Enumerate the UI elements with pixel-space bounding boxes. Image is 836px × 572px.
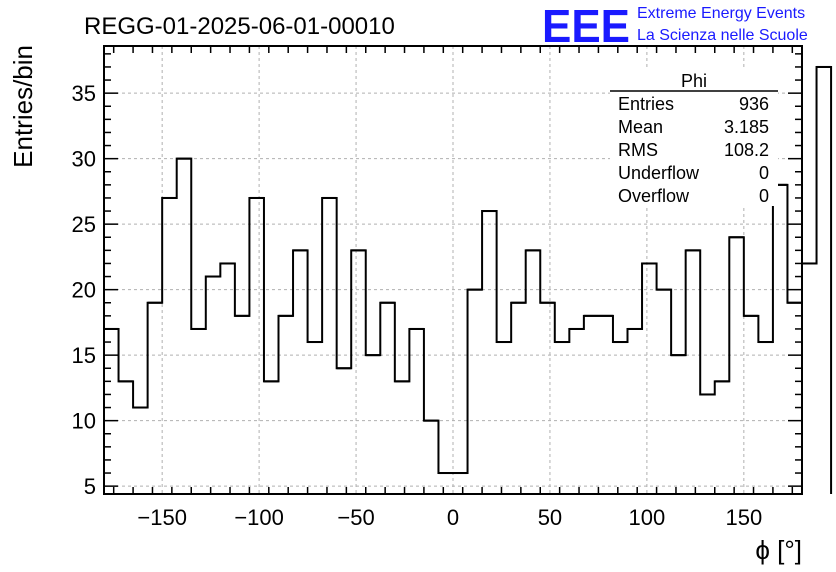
stats-label-overflow: Overflow	[618, 186, 690, 206]
stats-label-underflow: Underflow	[618, 163, 700, 183]
stats-label-rms: RMS	[618, 140, 658, 160]
axis-ticks	[104, 46, 802, 494]
logo-line-1: Extreme Energy Events	[637, 5, 805, 22]
plot-frame	[103, 45, 803, 495]
y-tick-label-2: 15	[72, 343, 96, 368]
eee-logo: EEE Extreme Energy Events La Scienza nel…	[542, 0, 808, 52]
logo-line-2: La Scienza nelle Scuole	[637, 27, 808, 44]
y-tick-label-4: 25	[72, 212, 96, 237]
stats-value-rms: 108.2	[724, 140, 769, 160]
x-tick-label-5: 100	[629, 505, 666, 530]
x-tick-label-3: 0	[447, 505, 459, 530]
y-tick-label-6: 35	[72, 81, 96, 106]
stats-value-mean: 3.185	[724, 117, 769, 137]
stats-title: Phi	[681, 71, 707, 91]
x-tick-label-2: −50	[337, 505, 374, 530]
x-tick-label-4: 50	[538, 505, 562, 530]
x-tick-label-0: −150	[137, 505, 187, 530]
stats-label-entries: Entries	[618, 94, 674, 114]
y-tick-label-1: 10	[72, 409, 96, 434]
histogram	[103, 65, 833, 494]
stats-value-overflow: 0	[759, 186, 769, 206]
logo-mark: EEE	[542, 0, 630, 52]
x-tick-labels: −150 −100 −50 0 50 100 150	[137, 505, 762, 530]
y-axis-title: Entries/bin	[8, 45, 38, 168]
x-tick-label-6: 150	[725, 505, 762, 530]
x-tick-label-1: −100	[234, 505, 284, 530]
y-tick-label-0: 5	[84, 474, 96, 499]
chart-title: REGG-01-2025-06-01-00010	[84, 13, 395, 40]
stats-value-entries: 936	[739, 94, 769, 114]
y-tick-label-5: 30	[72, 147, 96, 172]
x-axis-title: ϕ [°]	[755, 535, 802, 565]
stats-background	[610, 70, 778, 206]
stats-rows: Entries 936 Mean 3.185 RMS 108.2 Underflow 0 Ove…	[618, 94, 769, 206]
y-tick-labels: 5 10 15 20 25 30 35	[72, 81, 96, 499]
stats-value-underflow: 0	[759, 163, 769, 183]
histogram-outline	[103, 65, 833, 494]
stats-label-mean: Mean	[618, 117, 663, 137]
y-tick-label-3: 20	[72, 278, 96, 303]
stats-box: Phi Entries 936 Mean 3.185 RMS 108.2 Underflow…	[610, 70, 778, 206]
